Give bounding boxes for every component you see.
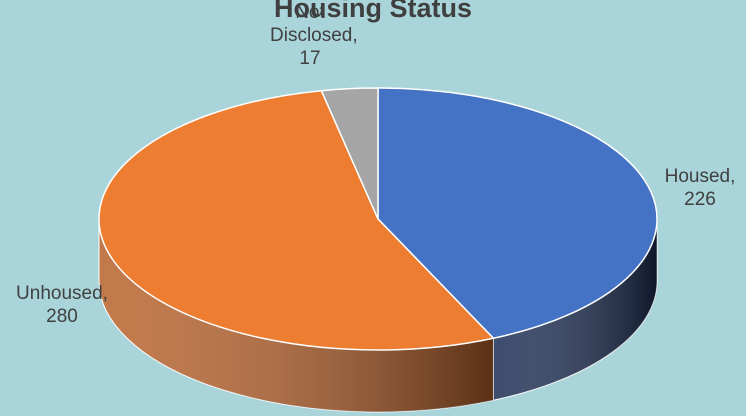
pie-side-shade	[99, 219, 494, 413]
data-label: Housed226	[645, 165, 746, 211]
label-value: 280	[46, 306, 78, 327]
pie-slice	[98, 89, 495, 351]
data-label: Not Disclosed17	[270, 1, 358, 70]
label-category: Housed	[665, 166, 736, 187]
data-label: Unhoused280	[2, 282, 122, 328]
pie-side-shade	[493, 219, 657, 401]
label-value: 17	[299, 48, 321, 69]
chart-title: Housing Status	[274, 0, 472, 23]
label-value: 226	[684, 189, 716, 210]
label-category: Not Disclosed	[270, 2, 358, 46]
pie-slice	[377, 87, 658, 340]
pie-slice	[320, 87, 379, 220]
label-category: Unhoused	[16, 283, 108, 304]
